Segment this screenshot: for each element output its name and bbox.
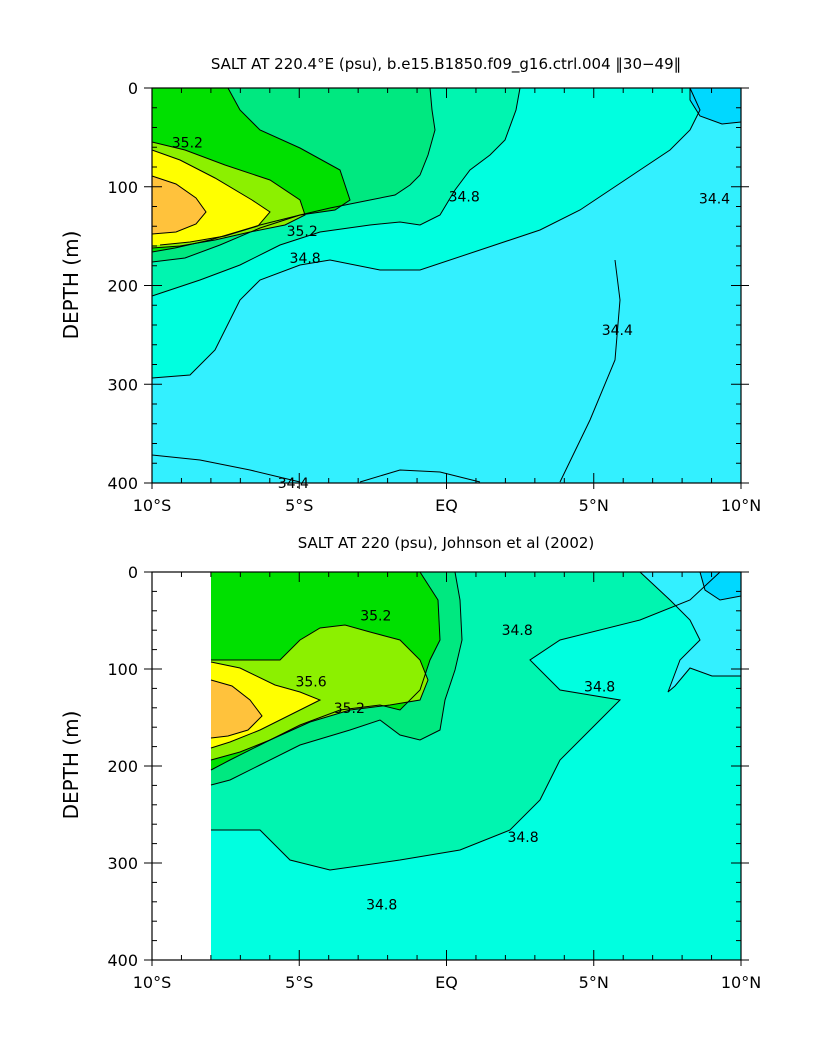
contour-label: 35.2: [360, 609, 391, 625]
contour-label: 34.8: [507, 830, 538, 846]
y-axis-label: DEPTH (m): [59, 711, 83, 820]
y-tick-label: 400: [107, 951, 138, 970]
contour-fill: [152, 88, 741, 483]
x-tick-label: 10°N: [721, 496, 761, 515]
contour-label: 35.2: [334, 701, 365, 717]
contour-label: 35.6: [295, 675, 326, 691]
contour-label: 34.8: [584, 679, 615, 695]
contour-label: 35.2: [287, 224, 318, 240]
contour-lines: [151, 87, 742, 483]
y-tick-label: 200: [107, 277, 138, 296]
contour-label: 34.8: [366, 898, 397, 914]
y-axis-label: DEPTH (m): [59, 231, 83, 340]
contour-labels: 35.2 35.2 34.8 34.8 34.4 34.4 34.4: [172, 135, 730, 492]
salinity-region: [640, 572, 741, 692]
x-tick-label: EQ: [435, 496, 458, 515]
contour-label: 34.4: [278, 476, 309, 492]
contour-label: 35.2: [172, 135, 203, 151]
y-tick-label: 0: [128, 79, 138, 98]
x-tick-label: 10°N: [721, 973, 761, 992]
y-tick-label: 300: [107, 854, 138, 873]
y-tick-label: 300: [107, 375, 138, 394]
x-tick-label: 10°S: [133, 973, 172, 992]
y-tick-label: 100: [107, 660, 138, 679]
contour-label: 34.8: [290, 251, 321, 267]
y-tick-label: 200: [107, 757, 138, 776]
x-tick-label: 5°N: [579, 496, 609, 515]
y-tick-label: 400: [107, 474, 138, 493]
contour-label: 34.4: [602, 323, 633, 339]
axis-ticks: 10°S 5°S EQ 5°N 10°N 0 100 200 300 400: [107, 563, 761, 992]
contour-labels: 35.2 35.6 35.2 34.8 34.8 34.8 34.8: [295, 609, 615, 914]
x-tick-label: 5°S: [285, 973, 313, 992]
y-tick-label: 100: [107, 178, 138, 197]
contour-label: 34.8: [449, 190, 480, 206]
salinity-region: [152, 176, 206, 234]
contour-lines: [210, 571, 742, 871]
panel-observations: SALT AT 220 (psu), Johnson et al (2002): [59, 534, 761, 992]
x-tick-label: 5°S: [285, 496, 313, 515]
panel-title: SALT AT 220.4°E (psu), b.e15.B1850.f09_g…: [211, 55, 681, 74]
x-tick-label: 10°S: [133, 496, 172, 515]
salinity-region: [690, 88, 741, 124]
x-tick-label: 5°N: [579, 973, 609, 992]
salinity-region: [211, 680, 262, 738]
panel-title: SALT AT 220 (psu), Johnson et al (2002): [298, 534, 595, 552]
contour-fill: [211, 572, 741, 960]
y-tick-label: 0: [128, 563, 138, 582]
contour-label: 34.4: [699, 192, 730, 208]
panel-model: SALT AT 220.4°E (psu), b.e15.B1850.f09_g…: [59, 55, 761, 515]
x-tick-label: EQ: [435, 973, 458, 992]
contour-label: 34.8: [502, 623, 533, 639]
axis-ticks: 10°S 5°S EQ 5°N 10°N 0 100 200 300 400: [107, 79, 761, 515]
